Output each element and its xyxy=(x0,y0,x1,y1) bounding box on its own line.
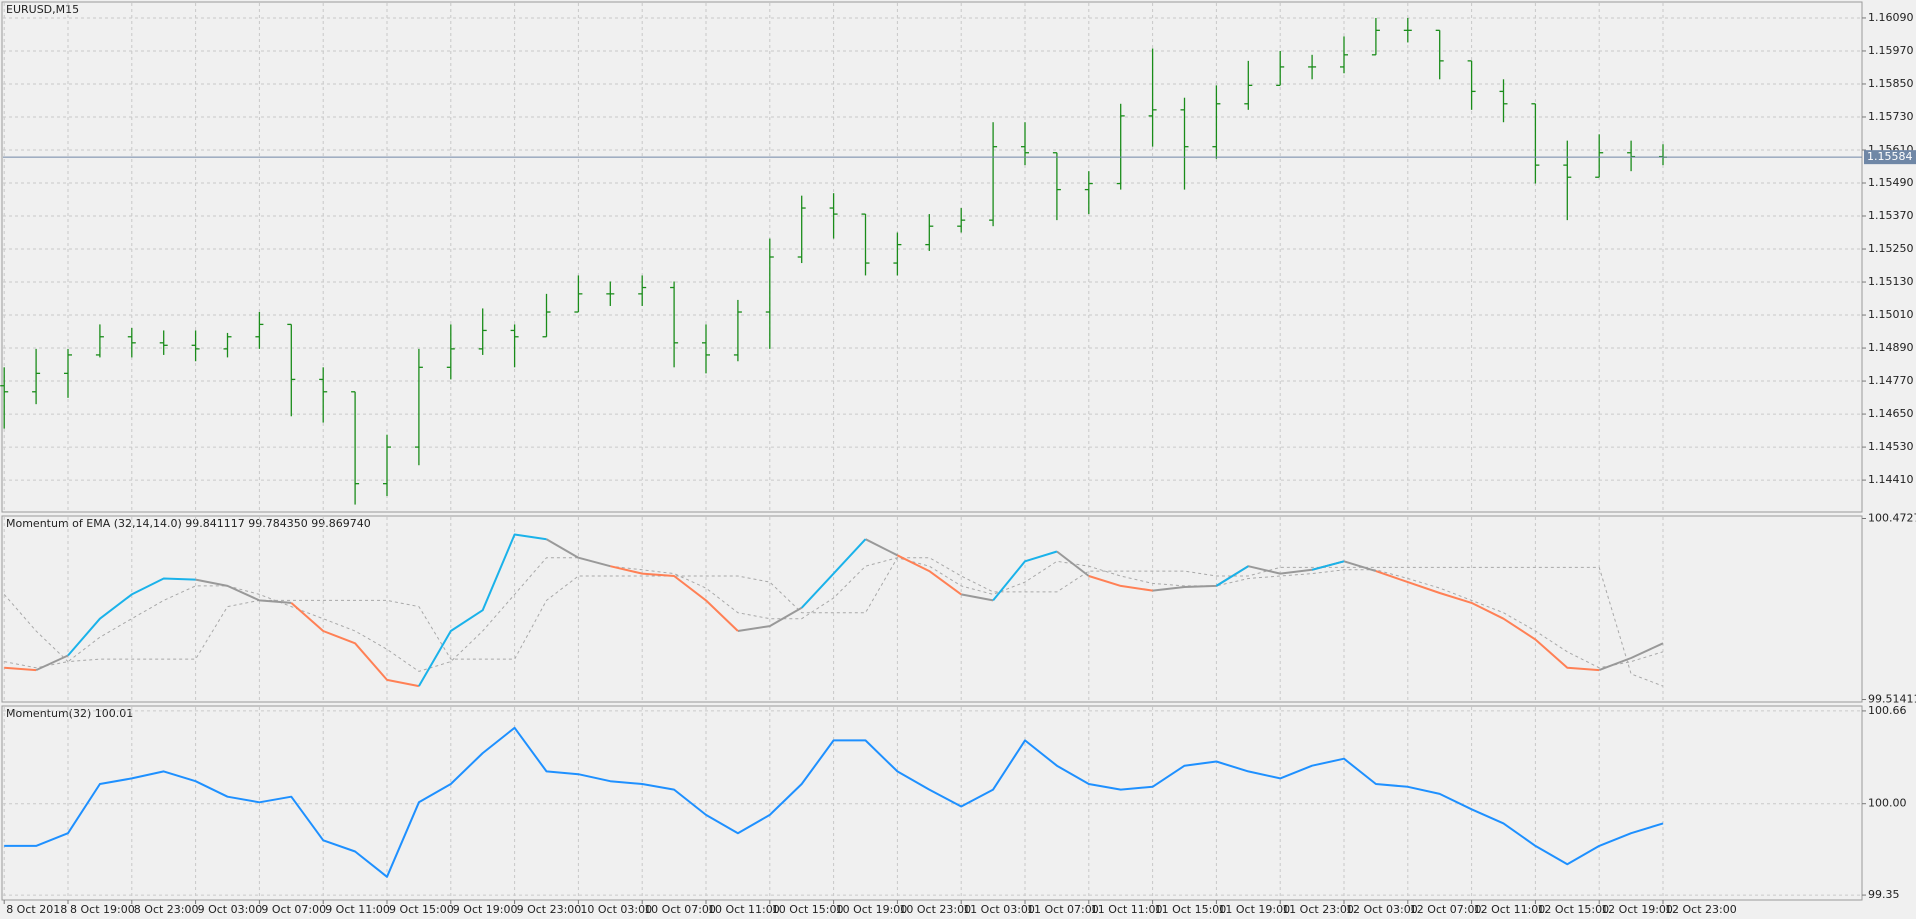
y-tick-label: 1.15970 xyxy=(1868,44,1914,57)
y-tick-label: 1.15010 xyxy=(1868,308,1914,321)
indicator-title: Momentum(32) 100.01 xyxy=(6,707,133,720)
y-tick-label: 100.66 xyxy=(1868,704,1907,717)
x-tick-label: 10 Oct 23:00 xyxy=(899,903,971,916)
x-tick-label: 9 Oct 23:00 xyxy=(517,903,582,916)
indicator-title: Momentum of EMA (32,14,14.0) 99.841117 9… xyxy=(6,517,371,530)
series-line xyxy=(3,557,1664,687)
y-tick-label: 1.14770 xyxy=(1868,374,1914,387)
y-tick-label: 1.15370 xyxy=(1868,209,1914,222)
series-line xyxy=(67,533,1345,687)
x-tick-label: 12 Oct 15:00 xyxy=(1537,903,1609,916)
x-tick-label: 8 Oct 23:00 xyxy=(134,903,199,916)
y-tick-label: 99.35 xyxy=(1868,888,1900,901)
x-tick-label: 12 Oct 11:00 xyxy=(1474,903,1546,916)
x-tick-label: 11 Oct 19:00 xyxy=(1218,903,1290,916)
x-tick-label: 11 Oct 03:00 xyxy=(963,903,1035,916)
x-tick-label: 9 Oct 11:00 xyxy=(325,903,390,916)
x-tick-label: 10 Oct 19:00 xyxy=(836,903,908,916)
x-tick-label: 12 Oct 23:00 xyxy=(1665,903,1737,916)
x-tick-label: 9 Oct 19:00 xyxy=(453,903,518,916)
y-tick-label: 1.14890 xyxy=(1868,341,1914,354)
x-tick-label: 11 Oct 23:00 xyxy=(1282,903,1354,916)
x-tick-label: 8 Oct 2018 xyxy=(6,903,67,916)
x-tick-label: 11 Oct 07:00 xyxy=(1027,903,1099,916)
series-line xyxy=(35,538,1664,672)
x-tick-label: 9 Oct 03:00 xyxy=(198,903,263,916)
series-line xyxy=(4,554,1600,688)
x-tick-label: 10 Oct 07:00 xyxy=(644,903,716,916)
y-tick-label: 99.514116 xyxy=(1868,693,1916,706)
x-tick-label: 11 Oct 11:00 xyxy=(1091,903,1163,916)
series-line xyxy=(4,726,1664,878)
x-tick-label: 10 Oct 03:00 xyxy=(580,903,652,916)
y-tick-label: 1.16090 xyxy=(1868,11,1914,24)
momentum-panel xyxy=(1,705,1863,901)
x-tick-label: 12 Oct 07:00 xyxy=(1410,903,1482,916)
y-tick-label: 1.14650 xyxy=(1868,407,1914,420)
y-tick-label: 100.472773 xyxy=(1868,511,1916,524)
ema-momentum-panel xyxy=(1,515,1863,703)
current-price-label: 1.15584 xyxy=(1867,150,1913,163)
current-price-box xyxy=(1864,150,1916,165)
y-tick-label: 1.15490 xyxy=(1868,176,1914,189)
x-tick-label: 8 Oct 19:00 xyxy=(70,903,135,916)
y-tick-label: 1.15250 xyxy=(1868,242,1914,255)
y-tick-label: 1.14410 xyxy=(1868,473,1914,486)
y-tick-label: 1.15130 xyxy=(1868,275,1914,288)
y-tick-label: 1.15850 xyxy=(1868,77,1914,90)
y-tick-label: 1.15730 xyxy=(1868,110,1914,123)
x-tick-label: 10 Oct 15:00 xyxy=(772,903,844,916)
x-tick-label: 9 Oct 07:00 xyxy=(261,903,326,916)
x-tick-label: 11 Oct 15:00 xyxy=(1155,903,1227,916)
x-tick-label: 12 Oct 19:00 xyxy=(1601,903,1673,916)
x-tick-label: 10 Oct 11:00 xyxy=(708,903,780,916)
x-tick-label: 12 Oct 03:00 xyxy=(1346,903,1418,916)
price-panel xyxy=(1,1,1863,513)
y-tick-label: 100.00 xyxy=(1868,797,1907,810)
x-tick-label: 9 Oct 15:00 xyxy=(389,903,454,916)
y-tick-label: 1.14530 xyxy=(1868,440,1914,453)
chart-title: EURUSD,M15 xyxy=(6,3,79,16)
